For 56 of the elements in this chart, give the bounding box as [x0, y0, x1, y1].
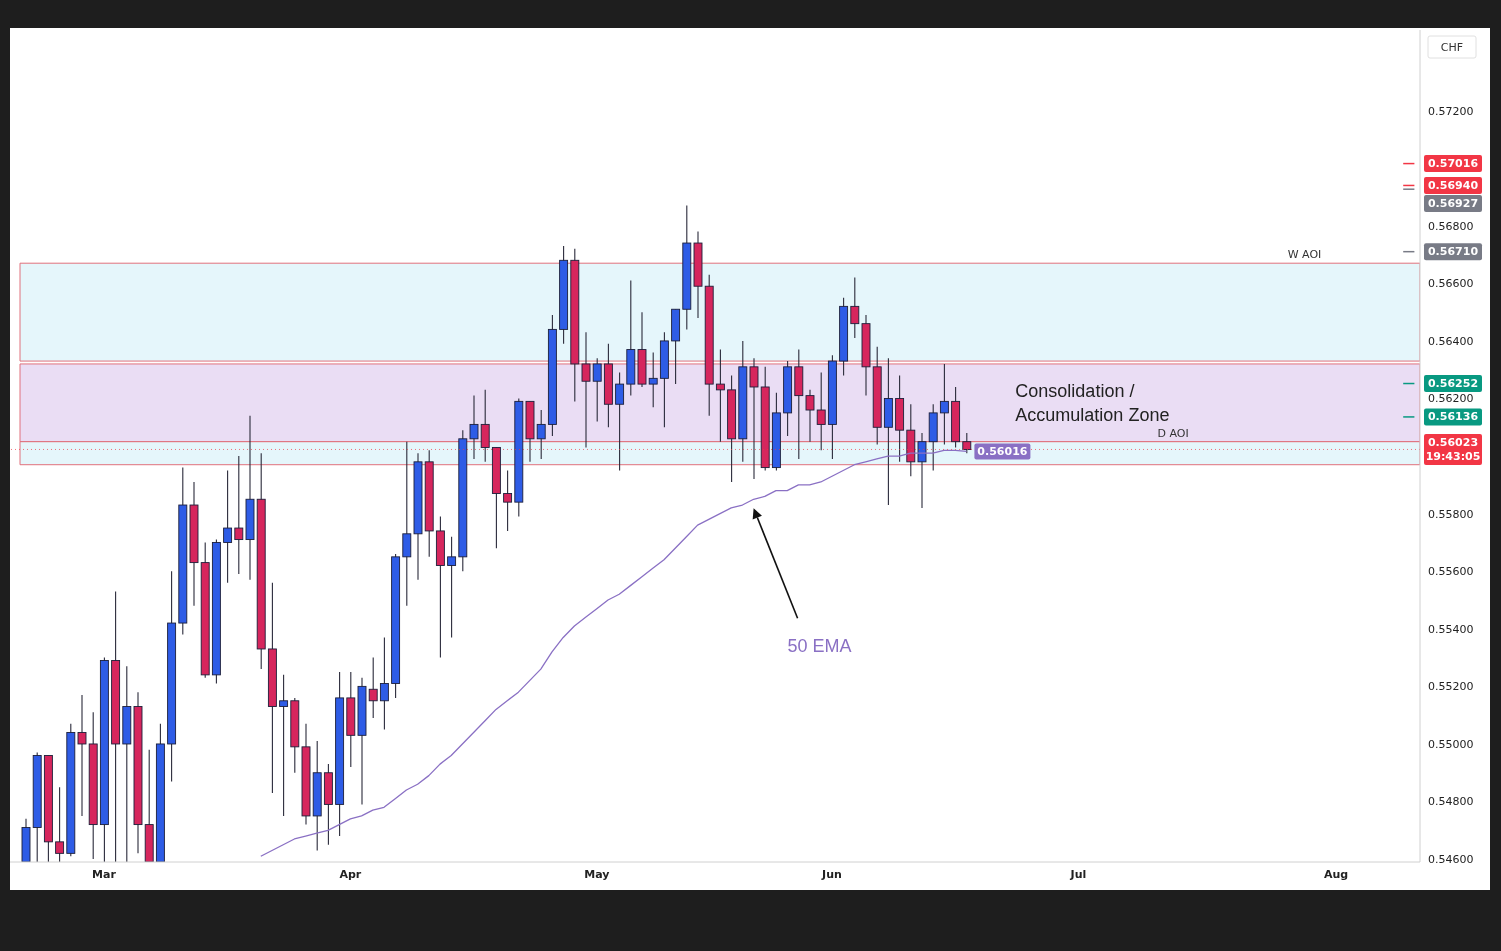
candlestick [715, 349, 725, 443]
ref-line-label: 0.56927 [1427, 196, 1479, 210]
candlestick [850, 277, 860, 339]
ref-line-label: 0.57016 [1427, 157, 1479, 171]
candlestick [503, 469, 513, 532]
x-tick-label: Apr [339, 867, 362, 881]
candlestick [55, 786, 65, 862]
band-label: W AOI [1287, 248, 1322, 262]
x-tick-label: May [584, 867, 610, 881]
candlestick [962, 432, 972, 454]
x-tick-label: Mar [92, 867, 117, 881]
candlestick [917, 432, 927, 509]
candlestick [234, 455, 244, 575]
candlestick [749, 357, 759, 480]
data-label: 0.56016 [977, 445, 1028, 459]
band-label: Consolidation / Accumulation Zone [1015, 380, 1170, 425]
ref-line-label: 0.56710 [1427, 245, 1479, 259]
y-tick-label: 0.55200 [1428, 680, 1474, 694]
ref-line-label: 0.56252 [1427, 377, 1479, 391]
candlestick [816, 372, 826, 451]
y-tick-label: 0.55800 [1428, 507, 1474, 521]
candlestick [379, 636, 389, 731]
band-label: D AOI [1157, 426, 1189, 440]
y-tick-label: 0.55000 [1428, 737, 1474, 751]
y-tick-label: 0.56600 [1428, 277, 1474, 291]
y-tick-label: 0.56800 [1428, 219, 1474, 233]
candlestick [615, 372, 625, 472]
y-tick-label: 0.54800 [1428, 795, 1474, 809]
y-tick-label: 0.55400 [1428, 622, 1474, 636]
candlestick [592, 357, 602, 423]
y-tick-label: 0.55600 [1428, 565, 1474, 579]
ref-line-label: 0.56940 [1427, 178, 1479, 192]
ref-line-label: 0.56136 [1427, 410, 1479, 424]
candlestick [536, 409, 546, 460]
y-tick-label: 0.54600 [1428, 853, 1474, 867]
candlestick [223, 469, 233, 584]
y-tick-label: 0.56200 [1428, 392, 1474, 406]
candlestick [480, 389, 490, 463]
candlestick [469, 395, 479, 460]
x-tick-label: Jun [821, 867, 842, 881]
y-tick-label: 0.57200 [1428, 104, 1474, 118]
candlestick [939, 363, 949, 446]
candlestick [77, 694, 87, 817]
candlestick [402, 441, 412, 607]
text: 50 EMA [787, 636, 852, 657]
y-axis-title: CHF [1440, 41, 1464, 54]
ref-line-label: 0.56023 19:43:05 [1425, 435, 1481, 463]
candlestick [648, 351, 658, 408]
candlestick [581, 331, 591, 448]
candlestick [279, 674, 289, 817]
candlestick [447, 536, 457, 638]
y-tick-label: 0.56400 [1428, 334, 1474, 348]
candlestick [805, 389, 815, 443]
x-tick-label: Aug [1323, 867, 1349, 881]
candlestick [368, 657, 378, 719]
x-tick-label: Jul [1069, 867, 1087, 881]
